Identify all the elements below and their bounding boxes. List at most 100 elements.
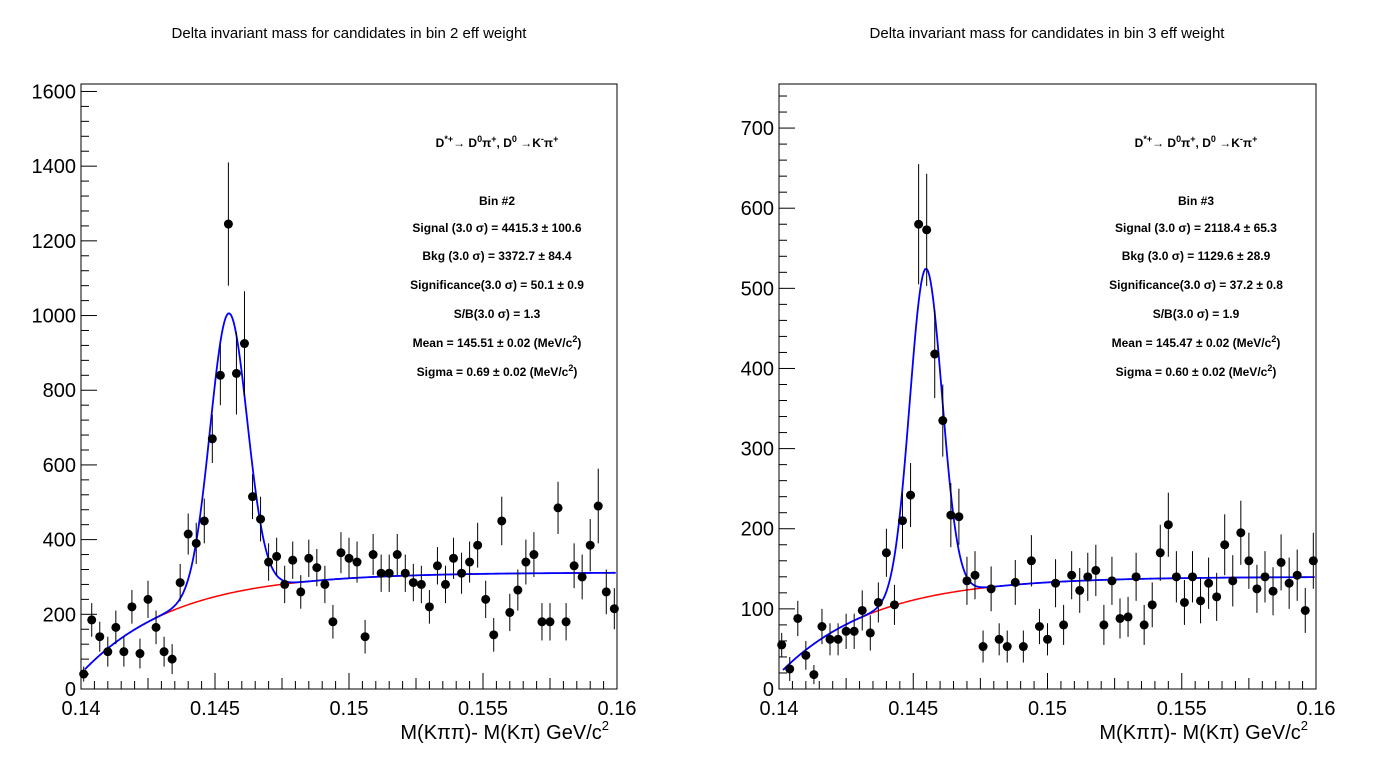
x-axis-label-text: M(Kππ)- M(Kπ) GeV/c <box>1099 722 1300 744</box>
data-point <box>352 557 362 567</box>
y-tick-label: 0 <box>65 679 76 701</box>
data-point <box>906 490 916 500</box>
data-point <box>865 628 875 638</box>
data-point <box>601 587 611 597</box>
data-point <box>553 503 563 513</box>
data-point <box>857 605 867 615</box>
data-point <box>825 634 835 644</box>
data-point <box>970 570 980 580</box>
data-point <box>1252 584 1262 594</box>
y-tick-label: 400 <box>741 358 774 380</box>
x-tick-label: 0.155 <box>1157 698 1207 720</box>
chart-title: Delta invariant mass for candidates in b… <box>172 25 528 42</box>
data-point <box>473 540 483 550</box>
data-point <box>497 516 507 526</box>
stats-line: S/B(3.0 σ) = 1.9 <box>1153 307 1240 321</box>
data-point <box>408 578 418 588</box>
data-point <box>1220 540 1230 550</box>
plot-frame <box>778 83 1317 690</box>
data-point <box>183 529 193 539</box>
data-point <box>1123 612 1133 622</box>
data-point <box>1244 556 1254 566</box>
data-point <box>561 617 571 627</box>
data-point <box>521 557 531 567</box>
chart-panel-3: Delta invariant mass for candidates in b… <box>741 25 1336 744</box>
data-point <box>368 550 378 560</box>
x-tick-label: 0.155 <box>458 698 508 720</box>
stats-line: Bin #3 <box>1178 194 1214 208</box>
stats-line: Bin #2 <box>479 194 515 208</box>
x-tick-label: 0.15 <box>330 698 369 720</box>
data-point <box>424 602 434 612</box>
data-point <box>513 585 523 595</box>
x-tick-label: 0.145 <box>190 698 240 720</box>
data-point <box>239 339 249 349</box>
data-point <box>1067 570 1077 580</box>
data-point <box>457 568 467 578</box>
data-point <box>841 626 851 636</box>
data-point <box>1107 576 1117 586</box>
data-point <box>392 550 402 560</box>
data-point <box>320 579 330 589</box>
data-point <box>505 607 515 617</box>
data-point <box>529 550 539 560</box>
data-point <box>416 579 426 589</box>
y-tick-label: 300 <box>741 439 774 461</box>
data-point <box>304 553 314 563</box>
data-point <box>593 501 603 511</box>
y-tick-label: 1200 <box>32 231 77 253</box>
data-point <box>127 602 137 612</box>
x-tick-label: 0.145 <box>888 698 938 720</box>
data-point <box>1034 621 1044 631</box>
data-point <box>296 587 306 597</box>
data-point <box>465 557 475 567</box>
data-point <box>312 563 322 573</box>
data-point <box>962 576 972 586</box>
y-tick-label: 200 <box>43 604 76 626</box>
stats-line: Sigma = 0.69 ± 0.02 (MeV/c2) <box>417 363 578 379</box>
data-point <box>1043 634 1052 644</box>
data-point <box>111 622 121 632</box>
data-point <box>1292 570 1302 580</box>
y-tick-label: 1400 <box>32 156 77 178</box>
stats-line: S/B(3.0 σ) = 1.3 <box>454 307 541 321</box>
y-tick-label: 500 <box>741 278 774 300</box>
data-point <box>288 555 298 565</box>
data-point <box>199 516 209 526</box>
data-point <box>223 219 233 229</box>
data-point <box>336 548 346 558</box>
x-tick-label: 0.16 <box>598 698 637 720</box>
y-tick-label: 0 <box>763 679 774 701</box>
data-point <box>1139 620 1149 630</box>
stats-line: Bkg (3.0 σ) = 3372.7 ± 84.4 <box>422 249 572 263</box>
data-point <box>360 632 370 642</box>
data-point <box>191 538 201 548</box>
data-point <box>231 368 241 378</box>
data-point <box>1091 565 1101 575</box>
x-tick-label: 0.16 <box>1297 698 1336 720</box>
data-point <box>1099 620 1109 630</box>
data-point <box>922 225 932 235</box>
data-point <box>440 579 450 589</box>
y-tick-label: 600 <box>741 198 774 220</box>
data-point <box>175 578 185 588</box>
y-tick-label: 1600 <box>32 81 77 103</box>
x-axis-label-sup: 2 <box>1301 718 1308 733</box>
decay-label: D*+→ D0π+, D0 →K-π+ <box>1135 134 1258 150</box>
data-point <box>449 553 459 563</box>
data-point <box>207 434 217 444</box>
data-point <box>1204 578 1214 588</box>
data-point <box>1212 592 1222 602</box>
y-tick-label: 700 <box>741 118 774 140</box>
decay-label: D*+→ D0π+, D0 →K-π+ <box>436 134 559 150</box>
data-point <box>1276 557 1286 567</box>
data-point <box>889 600 899 610</box>
x-tick-label: 0.14 <box>760 698 799 720</box>
data-point <box>481 594 491 604</box>
y-tick-label: 600 <box>43 455 76 477</box>
data-point <box>400 568 410 578</box>
stats-line: Bkg (3.0 σ) = 1129.6 ± 28.9 <box>1122 249 1271 263</box>
data-point <box>777 640 787 650</box>
data-point <box>1300 605 1310 615</box>
data-point <box>914 219 924 229</box>
